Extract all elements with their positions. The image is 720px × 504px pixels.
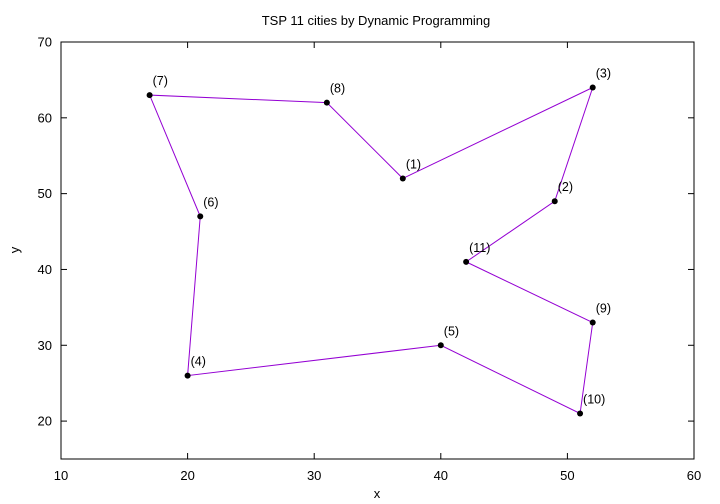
city-label-9: (7): [153, 74, 168, 88]
city-label-2: (2): [558, 180, 573, 194]
city-point-4: [589, 319, 596, 326]
x-tick-label-2: 30: [307, 468, 321, 483]
axis-ticks: [60, 41, 695, 459]
city-label-1: (3): [596, 66, 611, 80]
axis-tick-labels: 10 20 30 40 50 60 20 30 40 50 60 70: [38, 35, 702, 484]
city-label-6: (5): [444, 324, 459, 338]
x-axis-label: x: [374, 486, 381, 501]
city-point-5: [577, 410, 584, 417]
city-point-2: [551, 198, 558, 205]
city-points: [146, 84, 596, 417]
city-point-1: [589, 84, 596, 91]
y-tick-label-5: 70: [38, 35, 52, 50]
x-tick-label-0: 10: [54, 468, 68, 483]
x-tick-label-5: 60: [687, 468, 701, 483]
y-axis-label: y: [7, 246, 22, 253]
tour-line: [148, 86, 594, 415]
city-label-10: (8): [330, 82, 345, 96]
city-point-7: [184, 372, 191, 379]
city-labels: (1) (3) (2) (11) (9) (10) (5) (4) (6) (7) (8): [153, 66, 611, 406]
y-tick-label-0: 20: [38, 414, 52, 429]
x-tick-label-4: 50: [560, 468, 574, 483]
city-label-7: (4): [191, 355, 206, 369]
city-label-4: (9): [596, 302, 611, 316]
city-point-9: [146, 92, 153, 99]
city-point-10: [323, 99, 330, 106]
city-point-8: [197, 213, 204, 220]
y-tick-label-2: 40: [38, 262, 52, 277]
x-tick-label-1: 20: [180, 468, 194, 483]
city-label-3: (11): [469, 241, 490, 255]
y-tick-label-1: 30: [38, 338, 52, 353]
city-label-8: (6): [203, 195, 218, 209]
city-point-6: [437, 342, 444, 349]
y-tick-label-3: 50: [38, 186, 52, 201]
chart-title: TSP 11 cities by Dynamic Programming: [262, 13, 491, 28]
city-point-0: [399, 175, 406, 182]
city-point-3: [463, 258, 470, 265]
plot-frame: [60, 41, 695, 460]
city-label-5: (10): [583, 393, 605, 407]
y-tick-label-4: 60: [38, 110, 52, 125]
city-label-0: (1): [406, 157, 421, 171]
x-tick-label-3: 40: [434, 468, 448, 483]
